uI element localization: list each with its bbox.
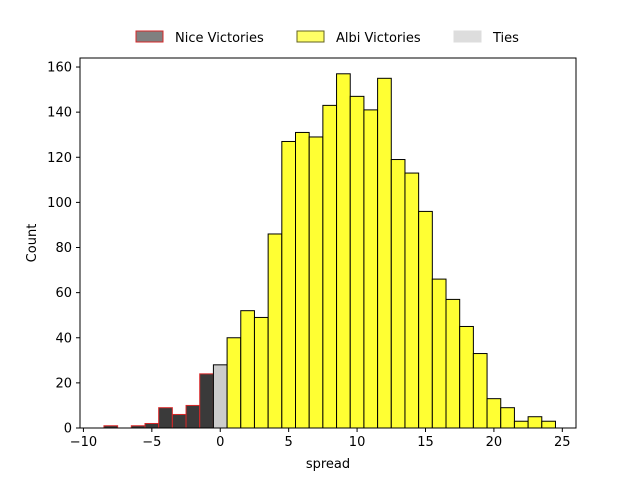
bars-group	[103, 73, 556, 429]
bar-albi-victories-1	[240, 310, 255, 429]
bar-albi-victories-18	[472, 353, 488, 429]
x-axis-ticks: −10 −5 0 5 10 15 20 25	[70, 428, 571, 450]
x-tick-label: 5	[285, 435, 293, 450]
y-tick-label: 60	[55, 286, 72, 301]
bar-albi-victories-22	[527, 416, 543, 429]
bar-albi-victories-4	[281, 140, 297, 429]
bar-albi-victories-8	[336, 73, 351, 429]
legend-label-nice-victories: Nice Victories	[175, 31, 264, 46]
bar-albi-victories-2	[253, 316, 269, 429]
y-tick-label: 100	[47, 196, 72, 211]
bar-albi-victories-11	[377, 77, 392, 429]
x-tick-label: −5	[142, 435, 161, 450]
legend-swatch-nice-victories	[135, 30, 164, 43]
x-tick-label: 25	[554, 435, 571, 450]
bar-albi-victories-10	[363, 109, 379, 429]
y-tick-label: 20	[55, 376, 72, 391]
bar-albi-victories-19	[486, 398, 502, 429]
y-tick-label: 140	[47, 106, 72, 121]
x-tick-label: 20	[486, 435, 503, 450]
bar-albi-victories-20	[500, 407, 515, 429]
bar-nice-victories-4	[171, 413, 187, 429]
legend-label-albi-victories: Albi Victories	[336, 31, 421, 46]
x-tick-label: 10	[349, 435, 366, 450]
y-tick-label: 80	[55, 241, 72, 256]
bar-albi-victories-5	[295, 131, 310, 429]
legend: Nice Victories Albi Victories Ties	[135, 30, 519, 46]
bar-nice-victories-3	[158, 407, 173, 429]
bar-albi-victories-14	[418, 210, 433, 429]
bar-ties-0	[212, 364, 228, 429]
x-axis-label: spread	[306, 457, 350, 472]
bar-albi-victories-21	[513, 420, 529, 429]
legend-swatch-albi-victories	[296, 30, 325, 43]
bar-albi-victories-0	[226, 337, 242, 429]
bar-albi-victories-13	[404, 172, 420, 429]
y-tick-label: 120	[47, 151, 72, 166]
bar-nice-victories-2	[144, 422, 160, 429]
x-tick-label: 0	[216, 435, 224, 450]
x-tick-label: −10	[70, 435, 97, 450]
plot-frame	[79, 57, 577, 429]
bar-albi-victories-12	[390, 159, 406, 429]
bar-albi-victories-9	[349, 95, 365, 429]
bar-albi-victories-3	[267, 233, 283, 429]
y-axis-ticks: 0 20 40 60 80 100 120 140 160	[47, 61, 80, 437]
bar-nice-victories-6	[199, 373, 214, 429]
bar-albi-victories-17	[459, 325, 474, 429]
bar-albi-victories-23	[541, 420, 556, 429]
bar-nice-victories-5	[185, 404, 201, 429]
y-tick-label: 40	[55, 331, 72, 346]
y-tick-label: 160	[47, 61, 72, 76]
legend-label-ties: Ties	[492, 31, 519, 46]
x-tick-label: 15	[417, 435, 434, 450]
bar-albi-victories-6	[308, 136, 324, 429]
bar-albi-victories-15	[431, 278, 447, 429]
y-axis-label: Count	[25, 224, 40, 263]
y-tick-label: 0	[64, 422, 72, 437]
legend-swatch-ties	[453, 30, 482, 43]
bar-albi-victories-7	[322, 104, 338, 429]
bar-albi-victories-16	[445, 298, 461, 429]
